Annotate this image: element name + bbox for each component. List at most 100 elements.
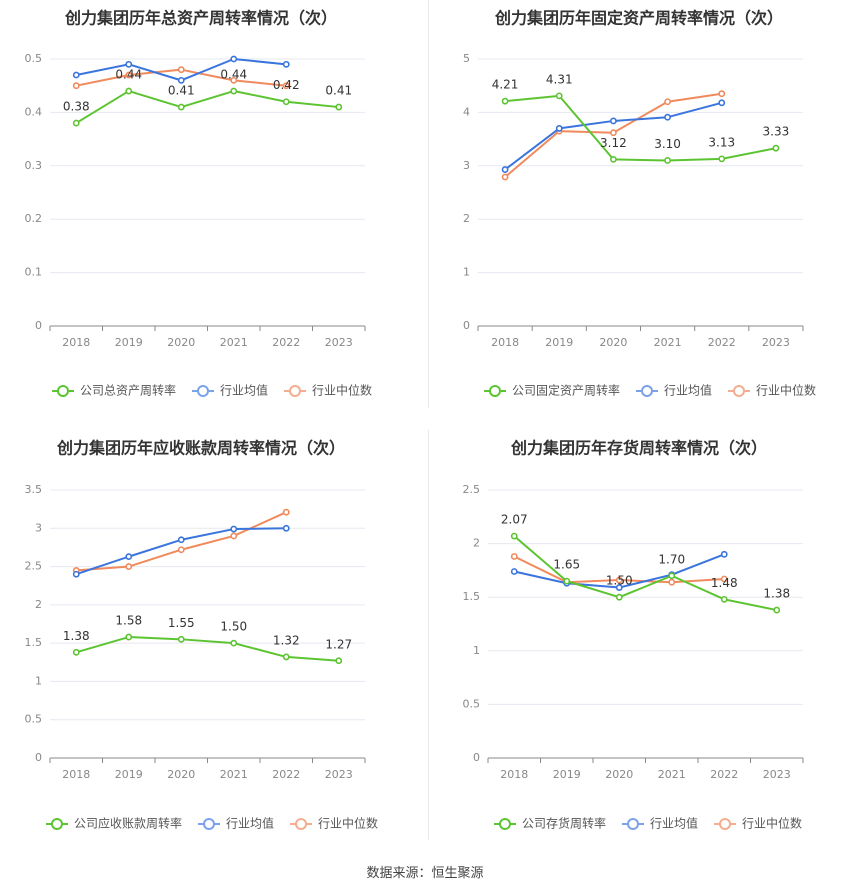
y-tick-label: 2	[35, 598, 42, 611]
x-tick-label: 2019	[115, 336, 143, 349]
legend-label: 行业均值	[220, 383, 268, 398]
data-point-avg	[230, 525, 238, 533]
data-point-company	[125, 633, 133, 641]
x-tick-label: 2020	[167, 336, 195, 349]
data-point-company	[773, 606, 781, 614]
y-tick-label: 3.5	[25, 483, 43, 496]
legend-item-median[interactable]: 行业中位数	[284, 383, 372, 398]
data-point-median	[230, 532, 238, 540]
y-tick-label: 0.5	[25, 713, 43, 726]
data-point-median	[668, 578, 676, 586]
data-point-median	[718, 90, 726, 98]
y-tick-label: 4	[463, 105, 470, 118]
data-point-company	[668, 572, 676, 580]
data-point-avg	[72, 570, 80, 578]
data-point-avg	[615, 584, 623, 591]
data-label: 1.27	[325, 637, 352, 651]
data-point-avg	[282, 60, 290, 68]
data-label: 1.55	[168, 616, 195, 630]
legend-label: 行业中位数	[312, 383, 372, 398]
y-tick-label: 0.3	[25, 159, 43, 172]
data-point-median	[125, 71, 133, 79]
y-tick-label: 5	[463, 52, 470, 65]
data-point-avg	[510, 568, 518, 575]
data-point-company	[664, 157, 671, 164]
legend-label: 公司固定资产周转率	[512, 383, 620, 398]
data-point-company	[72, 648, 80, 656]
data-label: 3.12	[600, 136, 627, 150]
data-point-avg	[282, 524, 290, 532]
vertical-divider-top	[428, 0, 429, 408]
legend-marker	[627, 818, 639, 830]
x-tick-label: 2018	[62, 768, 90, 781]
legend-marker	[203, 818, 215, 830]
data-label: 0.41	[325, 84, 352, 98]
y-tick-label: 0.2	[25, 212, 43, 225]
data-label: 4.21	[492, 78, 519, 92]
legend-marker	[499, 818, 511, 830]
x-tick-label: 2022	[710, 768, 738, 781]
legend-item-avg[interactable]: 行业均值	[192, 383, 268, 398]
x-tick-label: 2018	[62, 336, 90, 349]
x-tick-label: 2023	[325, 336, 353, 349]
data-point-avg	[230, 55, 238, 63]
data-point-median	[615, 576, 623, 584]
data-label: 1.50	[220, 620, 247, 634]
vertical-divider-bottom	[428, 430, 429, 840]
data-point-company	[282, 653, 290, 661]
y-tick-label: 1.5	[463, 590, 481, 603]
data-point-company	[610, 155, 617, 163]
data-point-avg	[125, 553, 133, 561]
legend-label: 公司应收账款周转率	[74, 816, 182, 831]
x-tick-label: 2018	[491, 336, 519, 349]
data-point-median	[177, 66, 185, 74]
data-point-company	[615, 593, 623, 601]
legend-item-avg[interactable]: 行业均值	[622, 816, 698, 831]
legend-marker	[641, 385, 653, 397]
legend-marker	[489, 385, 501, 397]
data-label: 1.65	[553, 558, 580, 572]
legend-item-company[interactable]: 公司总资产周转率	[52, 383, 176, 398]
data-label: 0.44	[115, 68, 142, 82]
series-line-company	[504, 94, 777, 162]
chart-title: 创力集团历年固定资产周转率情况（次）	[494, 9, 783, 28]
y-tick-label: 1	[473, 644, 480, 657]
legend-item-avg[interactable]: 行业均值	[198, 816, 274, 831]
legend-item-avg[interactable]: 行业均值	[636, 383, 712, 398]
data-point-company	[501, 97, 509, 105]
legend-item-company[interactable]: 公司固定资产周转率	[484, 383, 620, 398]
x-tick-label: 2022	[272, 336, 300, 349]
y-tick-label: 0.5	[463, 697, 481, 710]
legend-item-company[interactable]: 公司应收账款周转率	[46, 816, 182, 831]
data-point-median	[282, 508, 290, 516]
chart-title: 创力集团历年存货周转率情况（次）	[510, 439, 767, 458]
x-tick-label: 2020	[599, 336, 627, 349]
chart-panel-4: 创力集团历年存货周转率情况（次） 0 0.5 1 1.5 2 2.5 2018 2019 2020…	[463, 439, 804, 831]
data-label: 0.42	[273, 78, 300, 92]
legend-item-median[interactable]: 行业中位数	[290, 816, 378, 831]
x-tick-label: 2021	[658, 768, 686, 781]
y-tick-label: 2	[473, 537, 480, 550]
y-tick-label: 2.5	[25, 560, 43, 573]
legend-marker	[295, 818, 307, 830]
x-tick-label: 2018	[500, 768, 528, 781]
x-tick-label: 2020	[605, 768, 633, 781]
legend-label: 公司总资产周转率	[80, 383, 176, 398]
x-tick-label: 2021	[220, 336, 248, 349]
data-label: 3.10	[654, 137, 681, 151]
x-tick-label: 2021	[220, 768, 248, 781]
data-point-company	[177, 103, 185, 111]
legend-label: 行业中位数	[318, 816, 378, 831]
data-label: 1.70	[658, 552, 685, 566]
y-tick-label: 0	[35, 751, 42, 764]
data-label: 4.31	[546, 72, 573, 86]
legend-item-median[interactable]: 行业中位数	[728, 383, 816, 398]
data-point-company	[555, 92, 563, 100]
data-label: 1.32	[273, 633, 300, 647]
data-point-company	[718, 155, 726, 163]
x-tick-label: 2023	[763, 768, 791, 781]
legend-item-company[interactable]: 公司存货周转率	[494, 816, 606, 831]
data-label: 0.38	[63, 100, 90, 114]
legend-label: 行业中位数	[742, 816, 802, 831]
legend-item-median[interactable]: 行业中位数	[714, 816, 802, 831]
